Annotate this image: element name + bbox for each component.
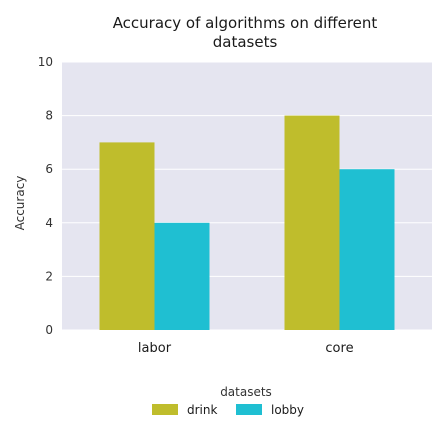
y-tick-label-6: 6 [45, 162, 53, 176]
y-axis-ticks: 0 2 4 6 8 10 [38, 55, 53, 337]
legend-label-drink: drink [187, 403, 217, 417]
y-tick-label-8: 8 [45, 109, 53, 123]
bar-core-drink [284, 115, 340, 330]
chart-title-line-1: Accuracy of algorithms on different [113, 14, 378, 32]
y-tick-label-2: 2 [45, 269, 53, 283]
x-category-label-core: core [325, 341, 353, 356]
bar-labor-lobby [154, 222, 210, 330]
legend-swatch-lobby [236, 404, 262, 415]
y-tick-label-10: 10 [38, 55, 53, 69]
x-category-label-labor: labor [138, 341, 172, 356]
bars [99, 115, 395, 330]
legend-label-lobby: lobby [271, 403, 304, 417]
legend-swatch-drink [152, 404, 178, 415]
bar-labor-drink [99, 142, 155, 330]
y-axis-label: Accuracy [13, 176, 27, 231]
x-axis-categories: labor core [138, 341, 354, 356]
y-tick-label-0: 0 [45, 323, 53, 337]
legend: drink lobby [152, 403, 304, 417]
bar-core-lobby [339, 169, 395, 330]
y-tick-label-4: 4 [45, 216, 53, 230]
legend-title: datasets [220, 385, 272, 399]
chart-title-line-2: datasets [213, 33, 278, 51]
